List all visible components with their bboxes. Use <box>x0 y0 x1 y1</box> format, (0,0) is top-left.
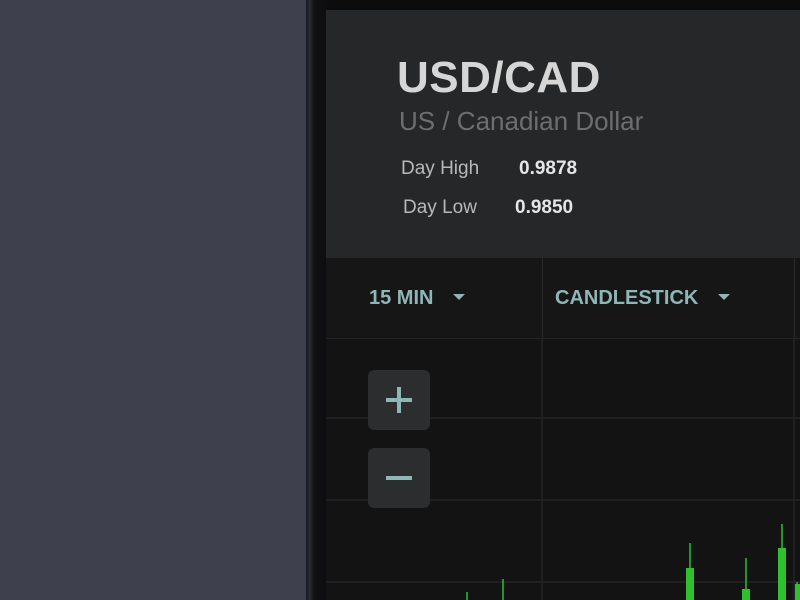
chart-type-dropdown[interactable]: CANDLESTICK <box>555 258 731 338</box>
toolbar-divider <box>794 258 795 338</box>
zoom-in-button[interactable] <box>368 370 430 430</box>
day-low-value: 0.9850 <box>515 197 574 218</box>
candle-body <box>795 584 800 600</box>
trading-app: USD/CAD US / Canadian Dollar Day High 0.… <box>326 0 800 600</box>
day-high-value: 0.9878 <box>519 158 578 179</box>
day-low-label: Day Low <box>403 197 477 218</box>
device-bezel <box>306 0 326 600</box>
instrument-symbol: USD/CAD <box>397 53 601 102</box>
instrument-header: USD/CAD US / Canadian Dollar Day High 0.… <box>326 10 800 258</box>
price-chart[interactable] <box>326 339 800 600</box>
toolbar-divider <box>542 258 543 338</box>
candle-body <box>778 548 786 600</box>
instrument-name: US / Canadian Dollar <box>399 106 644 136</box>
day-high-label: Day High <box>401 158 480 179</box>
interval-dropdown[interactable]: 15 MIN <box>369 258 466 338</box>
candle-body <box>686 568 694 600</box>
caret-down-icon <box>718 294 731 300</box>
interval-label: 15 MIN <box>369 286 434 309</box>
day-low-stat: Day Low 0.9850 <box>403 197 573 219</box>
candles <box>466 524 800 600</box>
chart-type-label: CANDLESTICK <box>555 286 699 309</box>
day-high-stat: Day High 0.9878 <box>401 158 577 180</box>
caret-down-icon <box>453 294 466 300</box>
chart-toolbar: 15 MIN CANDLESTICK <box>326 258 800 339</box>
desktop-background <box>0 0 306 600</box>
status-strip <box>326 0 800 10</box>
candle-body <box>742 589 750 600</box>
zoom-out-button[interactable] <box>368 448 430 508</box>
